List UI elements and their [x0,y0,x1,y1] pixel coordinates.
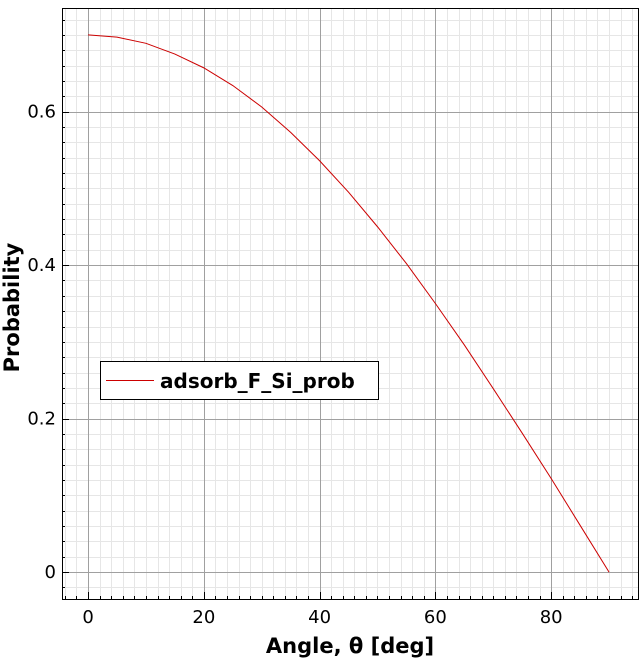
series-line-0 [88,34,610,573]
x-axis-title: Angle, θ [deg] [266,634,434,658]
y-tick-label: 0 [45,562,56,583]
x-tick-label: 60 [424,607,447,628]
y-tick-label: 0.6 [27,102,56,123]
major-grid [62,8,638,599]
y-axis-title: Probability [0,242,24,372]
plot-frame [62,8,639,600]
y-tick-label: 0.4 [27,255,56,276]
x-tick-label: 0 [82,607,93,628]
tick-labels: 0 20 40 60 80 0 0.2 0.4 0.6 [27,102,562,628]
x-tick-label: 20 [192,607,215,628]
minor-grid [62,8,638,599]
legend-label: adsorb_F_Si_prob [160,369,355,393]
axis-ticks [62,20,633,599]
x-tick-label: 40 [308,607,331,628]
x-tick-label: 80 [540,607,563,628]
series-layer [88,34,610,573]
y-tick-label: 0.2 [27,409,56,430]
legend: adsorb_F_Si_prob [100,361,379,400]
